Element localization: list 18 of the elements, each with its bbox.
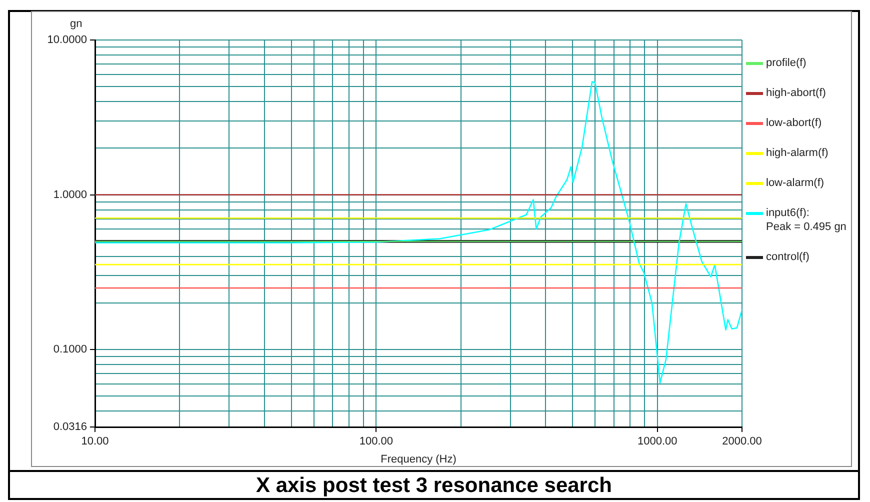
legend-label: low-alarm(f) <box>766 176 824 191</box>
x-tick-label: 1000.00 <box>637 436 678 448</box>
y-axis-title: gn <box>70 18 82 30</box>
legend-label: input6(f): Peak = 0.495 gn <box>766 206 846 235</box>
x-tick-label: 2000.00 <box>722 436 762 448</box>
y-tick-label: 0.1000 <box>53 344 87 356</box>
x-axis-title: Frequency (Hz) <box>380 453 456 466</box>
y-tick-label: 1.0000 <box>53 188 87 201</box>
legend-label: profile(f) <box>766 56 806 71</box>
legend-label: control(f) <box>766 250 810 265</box>
legend-label: low-abort(f) <box>766 116 822 131</box>
x-tick-label: 100.00 <box>359 436 394 448</box>
y-tick-label: 10.0000 <box>47 34 87 46</box>
text: X axis post test 3 resonance search <box>254 474 613 498</box>
y-tick-label: 0.0316 <box>53 421 87 434</box>
x-tick-label: 10.00 <box>81 436 109 448</box>
legend-label: high-abort(f) <box>766 86 826 101</box>
legend-label: high-alarm(f) <box>766 146 828 161</box>
